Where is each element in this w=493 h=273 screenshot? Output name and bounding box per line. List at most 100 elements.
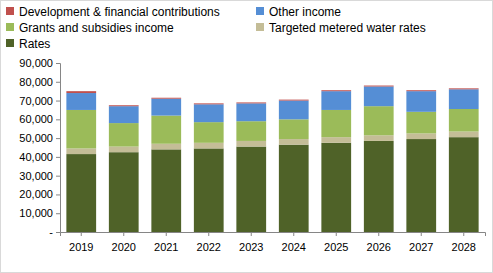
bar-segment	[66, 148, 96, 154]
x-tick-mark	[421, 232, 422, 236]
y-tick: 30,000	[19, 170, 60, 182]
bar-segment	[364, 85, 394, 87]
y-tick-mark	[56, 119, 60, 120]
legend-item: Targeted metered water rates	[256, 21, 426, 35]
x-tick-mark	[208, 232, 209, 236]
x-tick: 2028	[452, 232, 476, 253]
y-tick-mark	[56, 63, 60, 64]
bar-segment	[449, 137, 479, 232]
x-tick-label: 2023	[239, 241, 263, 253]
bar-segment	[406, 112, 436, 134]
bar-segment	[236, 147, 266, 232]
bar-segment	[449, 132, 479, 138]
legend-label: Grants and subsidies income	[19, 21, 174, 35]
legend-item: Other income	[256, 5, 341, 19]
bar-segment	[364, 141, 394, 232]
bar-segment	[406, 139, 436, 232]
bar-segment	[406, 90, 436, 92]
y-tick-label: 50,000	[19, 132, 53, 144]
legend-swatch	[6, 39, 14, 47]
y-tick: 50,000	[19, 132, 60, 144]
series	[66, 106, 478, 148]
bar-segment	[66, 91, 96, 93]
series	[66, 86, 478, 123]
x-axis-line	[61, 233, 486, 237]
bar-segment	[279, 101, 309, 120]
y-tick-mark	[56, 82, 60, 83]
y-tick-label: 30,000	[19, 170, 53, 182]
x-tick-mark	[378, 232, 379, 236]
series	[66, 86, 478, 107]
bar-segment	[194, 103, 224, 105]
y-tick-mark	[56, 213, 60, 214]
x-tick: 2020	[112, 232, 136, 253]
bar-segment	[66, 154, 96, 232]
bar-segment	[321, 91, 351, 110]
x-tick: 2024	[282, 232, 306, 253]
y-tick: 70,000	[19, 95, 60, 107]
y-tick-mark	[56, 138, 60, 139]
legend-item: Grants and subsidies income	[6, 21, 174, 35]
x-tick-mark	[123, 232, 124, 236]
x-tick-mark	[166, 232, 167, 236]
chart: -10,00020,00030,00040,00050,00060,00070,…	[0, 0, 493, 273]
bar-segment	[151, 116, 181, 144]
x-tick-label: 2026	[367, 241, 391, 253]
x-tick-label: 2028	[452, 241, 476, 253]
bars	[66, 86, 478, 232]
legend-swatch	[256, 23, 264, 31]
x-tick-mark	[293, 232, 294, 236]
y-tick: 20,000	[19, 188, 60, 200]
bar-segment	[194, 104, 224, 122]
x-tick: 2023	[239, 232, 263, 253]
y-axis: -10,00020,00030,00040,00050,00060,00070,…	[19, 57, 60, 238]
bar-segment	[151, 97, 181, 99]
y-tick: 10,000	[19, 207, 60, 219]
y-tick-mark	[56, 232, 60, 233]
legend: Development & financial contributions Oth…	[6, 5, 426, 51]
x-axis: 2019202020212022202320242025202620272028	[61, 232, 486, 253]
bar-segment	[449, 89, 479, 109]
bar-segment	[364, 86, 394, 106]
y-tick: 90,000	[19, 57, 60, 69]
bar-segment	[236, 103, 266, 121]
bar-segment	[406, 133, 436, 139]
y-tick-label: 20,000	[19, 188, 53, 200]
y-tick-mark	[56, 157, 60, 158]
x-tick-label: 2022	[197, 241, 221, 253]
y-axis-line	[56, 64, 61, 233]
bar-segment	[109, 106, 139, 123]
y-tick-label: 90,000	[19, 57, 53, 69]
plot: -10,00020,00030,00040,00050,00060,00070,…	[19, 57, 485, 253]
bar-segment	[109, 123, 139, 146]
bar-segment	[364, 106, 394, 135]
x-tick-mark	[251, 232, 252, 236]
bar-segment	[236, 121, 266, 141]
y-tick-label: 80,000	[19, 76, 53, 88]
legend-label: Targeted metered water rates	[269, 21, 426, 35]
x-tick: 2022	[197, 232, 221, 253]
y-tick-mark	[56, 101, 60, 102]
y-tick-label: -	[49, 226, 53, 238]
x-tick: 2021	[154, 232, 178, 253]
y-tick-mark	[56, 176, 60, 177]
x-tick-label: 2021	[154, 241, 178, 253]
x-tick: 2025	[324, 232, 348, 253]
y-tick: 40,000	[19, 151, 60, 163]
bar-segment	[321, 90, 351, 92]
legend-swatch	[256, 7, 264, 15]
legend-item: Development & financial contributions	[6, 5, 220, 19]
legend-item: Rates	[6, 37, 50, 51]
x-tick-label: 2024	[282, 241, 306, 253]
bar-segment	[151, 144, 181, 150]
x-tick-label: 2025	[324, 241, 348, 253]
legend-swatch	[6, 7, 14, 15]
bar-segment	[66, 93, 96, 110]
x-tick: 2027	[409, 232, 433, 253]
bar-segment	[236, 141, 266, 147]
bar-segment	[321, 110, 351, 137]
bar-segment	[279, 99, 309, 101]
legend-label: Other income	[269, 5, 341, 19]
bar-segment	[151, 99, 181, 116]
bar-segment	[236, 102, 266, 104]
